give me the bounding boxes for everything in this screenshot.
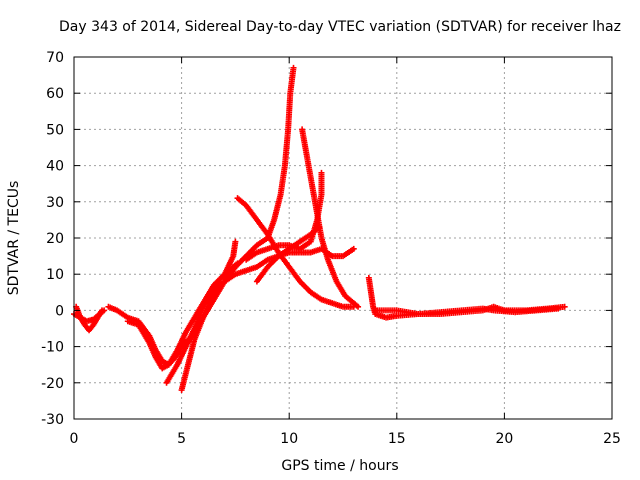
data-point bbox=[98, 307, 105, 314]
data-point bbox=[355, 303, 362, 310]
series-arc-6 bbox=[178, 64, 297, 394]
y-tick-label: 40 bbox=[46, 159, 64, 175]
axis-ticks: 0 5 10 15 20 25 -30 -20 -10 0 10 20 30 40 50 60 70 bbox=[41, 50, 621, 447]
y-tick-label: 10 bbox=[46, 267, 64, 283]
series-arc-12 bbox=[372, 305, 562, 318]
data-layer bbox=[71, 64, 568, 394]
y-tick-label: -10 bbox=[41, 340, 64, 356]
x-tick-label: 10 bbox=[280, 431, 298, 447]
y-tick-label: 60 bbox=[46, 86, 64, 102]
series-arc-11 bbox=[365, 274, 568, 321]
data-point bbox=[290, 64, 297, 71]
x-tick-label: 5 bbox=[177, 431, 186, 447]
y-tick-label: 30 bbox=[46, 195, 64, 211]
x-tick-label: 25 bbox=[603, 431, 621, 447]
y-tick-label: -30 bbox=[41, 412, 64, 428]
x-axis-label: GPS time / hours bbox=[281, 458, 398, 474]
data-point bbox=[318, 169, 325, 176]
chart-title: Day 343 of 2014, Sidereal Day-to-day VTE… bbox=[59, 19, 621, 35]
y-tick-label: 0 bbox=[55, 303, 64, 319]
grid bbox=[74, 57, 612, 419]
y-tick-label: 70 bbox=[46, 50, 64, 66]
y-tick-label: 50 bbox=[46, 122, 64, 138]
data-point bbox=[555, 305, 562, 312]
x-tick-label: 0 bbox=[70, 431, 79, 447]
x-tick-label: 15 bbox=[388, 431, 406, 447]
y-axis-label: SDTVAR / TECUs bbox=[6, 181, 22, 296]
x-tick-label: 20 bbox=[495, 431, 513, 447]
series-arc-9 bbox=[253, 224, 323, 285]
data-point bbox=[232, 238, 239, 245]
y-tick-label: 20 bbox=[46, 231, 64, 247]
data-point bbox=[561, 303, 568, 310]
data-point bbox=[350, 245, 357, 252]
series-arc-10 bbox=[299, 126, 362, 310]
y-tick-label: -20 bbox=[41, 376, 64, 392]
